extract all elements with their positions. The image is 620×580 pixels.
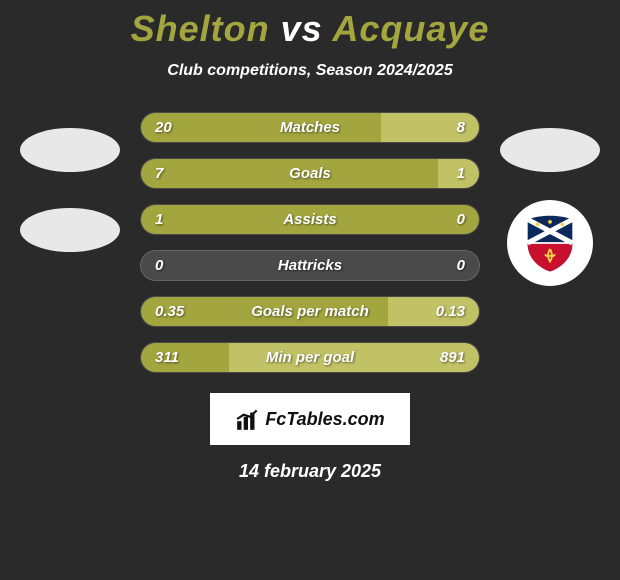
stat-bar-left: [141, 205, 479, 234]
stat-bar-left: [141, 159, 438, 188]
stat-value-right: 0: [457, 257, 465, 274]
stat-value-left: 0: [155, 257, 163, 274]
club-badge-placeholder: [20, 200, 120, 260]
stat-value-right: 0: [457, 211, 465, 228]
date-text: 14 february 2025: [0, 461, 620, 482]
left-avatar-column: [20, 120, 120, 260]
stat-value-right: 0.13: [436, 303, 465, 320]
stats-area: 208Matches71Goals10Assists00Hattricks0.3…: [0, 112, 620, 373]
chart-bars-icon: [235, 406, 261, 432]
footer-brand-text: FcTables.com: [265, 409, 384, 430]
stat-row: 208Matches: [140, 112, 480, 143]
stat-row: 0 0Hattricks: [140, 250, 480, 281]
stat-value-right: 891: [440, 349, 465, 366]
title-vs: vs: [281, 8, 323, 49]
stat-row: 71Goals: [140, 158, 480, 189]
player-photo-placeholder: [500, 120, 600, 180]
page-title: Shelton vs Acquaye: [0, 8, 620, 50]
stat-bar-left: [141, 113, 381, 142]
stat-bars: 208Matches71Goals10Assists00Hattricks0.3…: [140, 112, 480, 373]
stat-value-right: 8: [457, 119, 465, 136]
subtitle: Club competitions, Season 2024/2025: [0, 62, 620, 80]
stat-row: 0.350.13Goals per match: [140, 296, 480, 327]
stat-value-right: 1: [457, 165, 465, 182]
stat-value-left: 311: [155, 349, 179, 366]
stat-value-left: 1: [155, 211, 163, 228]
right-avatar-column: [500, 120, 600, 286]
shield-icon: [519, 212, 581, 274]
stat-value-left: 0.35: [155, 303, 184, 320]
stat-bar-right: [388, 297, 479, 326]
fctables-logo: FcTables.com: [210, 393, 410, 445]
stat-label: Hattricks: [141, 257, 479, 274]
stat-row: 10Assists: [140, 204, 480, 235]
title-player-left: Shelton: [131, 8, 270, 49]
stat-value-left: 20: [155, 119, 172, 136]
title-player-right: Acquaye: [332, 8, 489, 49]
player-photo-placeholder: [20, 120, 120, 180]
stat-row: 311891Min per goal: [140, 342, 480, 373]
comparison-card: Shelton vs Acquaye Club competitions, Se…: [0, 0, 620, 580]
stat-value-left: 7: [155, 165, 163, 182]
club-badge-tamworth: [507, 200, 593, 286]
